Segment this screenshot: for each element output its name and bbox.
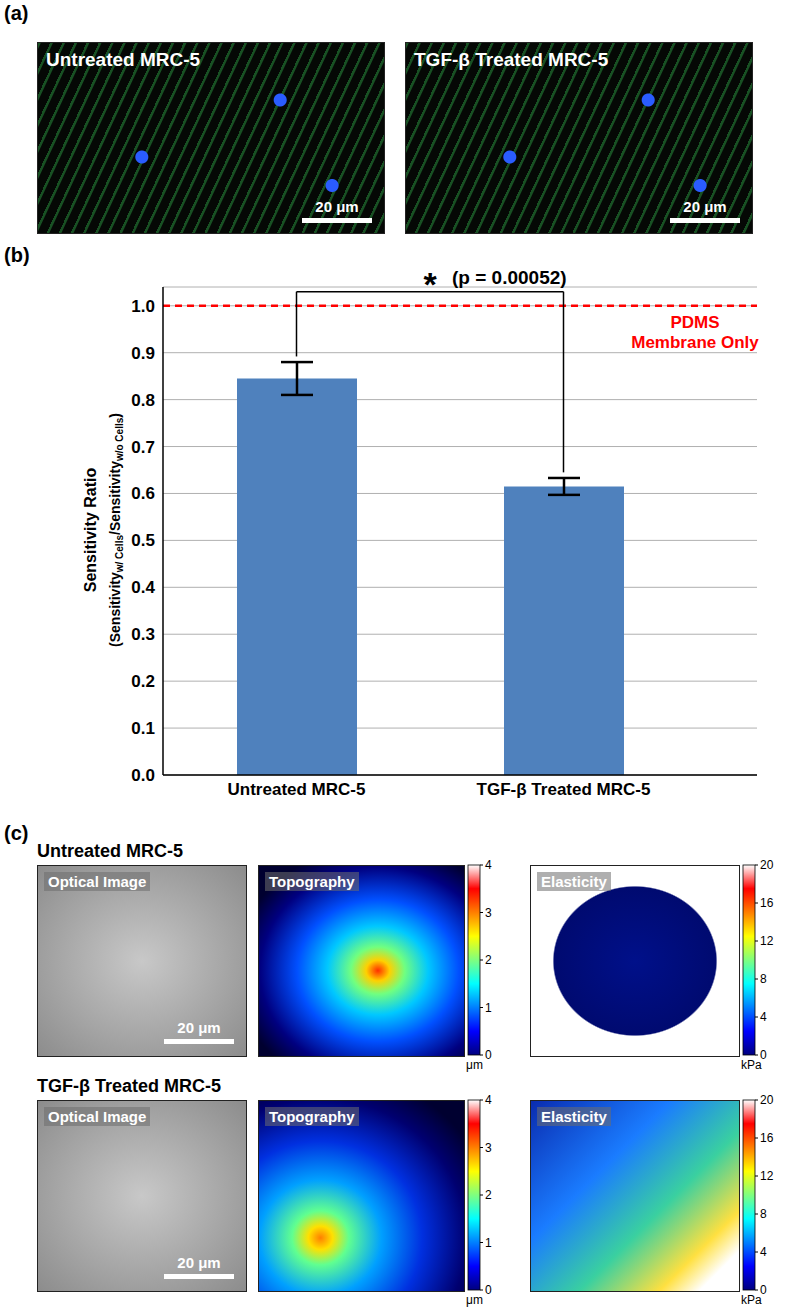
svg-text:3: 3: [485, 906, 492, 920]
html-text:(b): (b): [4, 244, 30, 266]
html-text:20 μm: 20 μm: [683, 198, 727, 215]
svg-text:16: 16: [760, 1131, 774, 1145]
html-text:(a): (a): [4, 2, 29, 24]
svg-text:PDMSMembrane Only: PDMSMembrane Only: [631, 313, 759, 352]
svg-text:(Sensitivityw/ Cells/Sensitivi: (Sensitivityw/ Cells/Sensitivityw/o Cell…: [107, 413, 125, 647]
svg-text:0.5: 0.5: [131, 531, 155, 550]
svg-text:(p = 0.00052): (p = 0.00052): [452, 267, 567, 288]
html-text:Elasticity: Elasticity: [541, 873, 607, 890]
html-text:Untreated MRC-5: Untreated MRC-5: [37, 841, 183, 861]
svg-text:16: 16: [760, 896, 774, 910]
svg-text:12: 12: [760, 934, 774, 948]
html-text:kPa: kPa: [741, 1058, 762, 1072]
html-text:Untreated MRC-5: Untreated MRC-5: [46, 49, 201, 70]
svg-text:8: 8: [760, 972, 767, 986]
svg-text:1: 1: [485, 1236, 492, 1250]
html-text:Optical Image: Optical Image: [48, 873, 147, 890]
html-text:20 μm: 20 μm: [315, 198, 359, 215]
html-text:Topography: Topography: [269, 873, 355, 890]
svg-text:20: 20: [760, 858, 774, 872]
svg-text:0: 0: [760, 1048, 767, 1062]
svg-text:0.7: 0.7: [131, 438, 155, 457]
svg-text:0.1: 0.1: [131, 719, 155, 738]
svg-text:Sensitivity Ratio: Sensitivity Ratio: [82, 468, 99, 593]
svg-text:TGF-β Treated MRC-5: TGF-β Treated MRC-5: [477, 780, 651, 799]
html-text:(c): (c): [4, 822, 29, 844]
svg-text:20: 20: [760, 1093, 774, 1107]
svg-text:1.0: 1.0: [131, 297, 155, 316]
svg-text:2: 2: [485, 1188, 492, 1202]
svg-text:0.6: 0.6: [131, 484, 155, 503]
svg-text:*: *: [423, 265, 437, 303]
svg-text:12: 12: [760, 1169, 774, 1183]
html-text:μm: μm: [466, 1058, 483, 1072]
svg-text:0.4: 0.4: [131, 578, 155, 597]
svg-text:4: 4: [760, 1010, 767, 1024]
html-text:Optical Image: Optical Image: [48, 1108, 147, 1125]
html-text:Elasticity: Elasticity: [541, 1108, 607, 1125]
svg-text:0.8: 0.8: [131, 391, 155, 410]
svg-text:4: 4: [760, 1245, 767, 1259]
html-text:20 μm: 20 μm: [177, 1019, 221, 1036]
html-text:kPa: kPa: [741, 1293, 762, 1307]
html-text:TGF-β Treated MRC-5: TGF-β Treated MRC-5: [414, 49, 609, 70]
html-text:TGF-β Treated MRC-5: TGF-β Treated MRC-5: [37, 1076, 221, 1096]
html-text:Topography: Topography: [269, 1108, 355, 1125]
svg-text:0.9: 0.9: [131, 344, 155, 363]
svg-text:8: 8: [760, 1207, 767, 1221]
svg-text:0: 0: [485, 1048, 492, 1062]
html-text:20 μm: 20 μm: [177, 1254, 221, 1271]
svg-text:0.2: 0.2: [131, 672, 155, 691]
svg-text:0: 0: [485, 1283, 492, 1297]
svg-text:0.0: 0.0: [131, 766, 155, 785]
html-text:μm: μm: [466, 1293, 483, 1307]
svg-text:1: 1: [485, 1001, 492, 1015]
svg-text:0: 0: [760, 1283, 767, 1297]
svg-text:4: 4: [485, 858, 492, 872]
svg-text:2: 2: [485, 953, 492, 967]
svg-text:3: 3: [485, 1141, 492, 1155]
svg-text:0.3: 0.3: [131, 625, 155, 644]
svg-text:Untreated MRC-5: Untreated MRC-5: [228, 780, 366, 799]
svg-text:4: 4: [485, 1093, 492, 1107]
